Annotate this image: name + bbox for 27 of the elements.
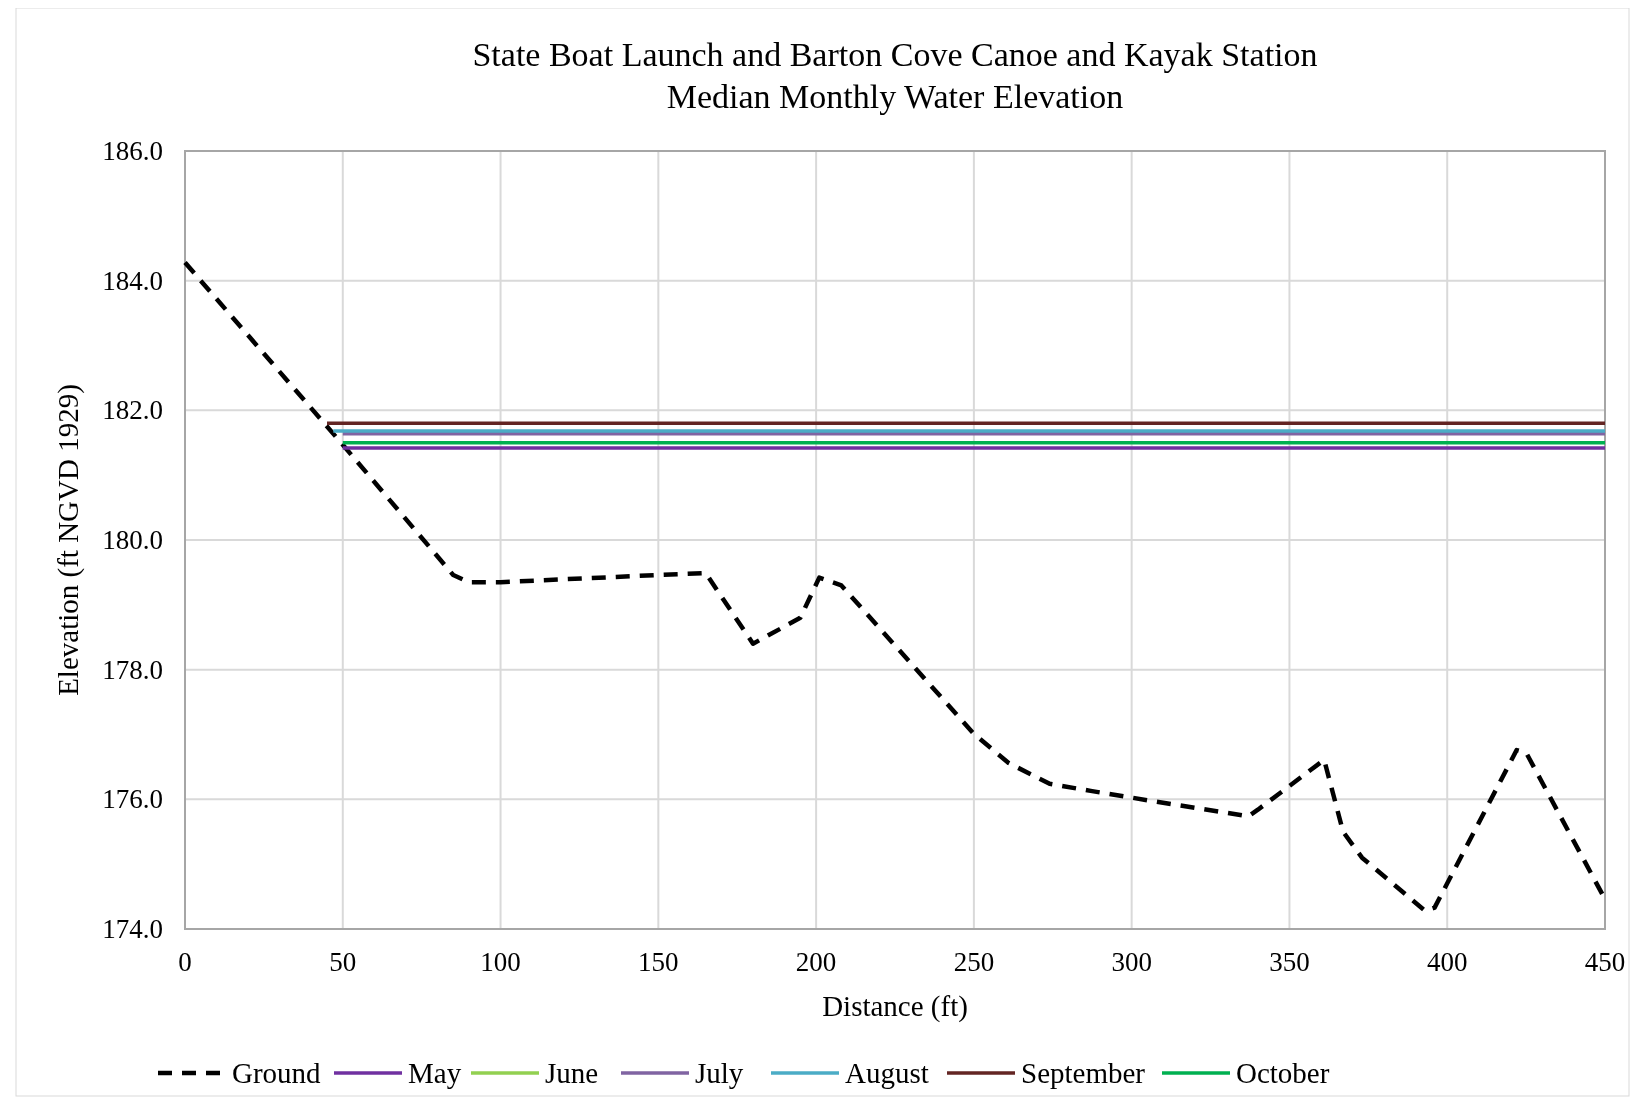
- y-tick-label: 184.0: [102, 265, 163, 296]
- x-tick-label: 150: [638, 947, 679, 977]
- x-tick-label: 50: [329, 947, 357, 977]
- legend-label: June: [545, 1057, 599, 1089]
- y-tick-label: 178.0: [102, 654, 163, 685]
- y-tick-label: 182.0: [102, 395, 163, 426]
- legend-label: October: [1236, 1057, 1330, 1089]
- x-tick-label: 300: [1111, 947, 1152, 977]
- y-tick-label: 180.0: [102, 525, 163, 555]
- x-tick-label: 450: [1584, 947, 1626, 977]
- legend-label: Ground: [232, 1057, 322, 1089]
- x-tick-label: 350: [1269, 947, 1310, 977]
- x-tick-label: 400: [1426, 947, 1468, 977]
- chart-title: State Boat Launch and Barton Cove Canoe and Kayak Station Median Monthly Water Elevation: [472, 36, 1318, 115]
- y-tick-label: 174.0: [102, 914, 163, 944]
- x-tick-label: 200: [795, 947, 837, 977]
- y-tick-label: 176.0: [102, 784, 163, 815]
- legend-label: July: [695, 1057, 744, 1089]
- legend-label: May: [408, 1057, 462, 1089]
- x-axis-title: Distance (ft): [822, 990, 968, 1023]
- legend-label: August: [845, 1057, 929, 1089]
- legend-label: September: [1021, 1057, 1146, 1089]
- y-tick-label: 186.0: [102, 136, 163, 166]
- x-tick-label: 250: [953, 947, 995, 977]
- x-tick-label: 0: [178, 947, 192, 977]
- y-axis-title: Elevation (ft NGVD 1929): [52, 384, 85, 696]
- x-tick-label: 100: [480, 947, 521, 977]
